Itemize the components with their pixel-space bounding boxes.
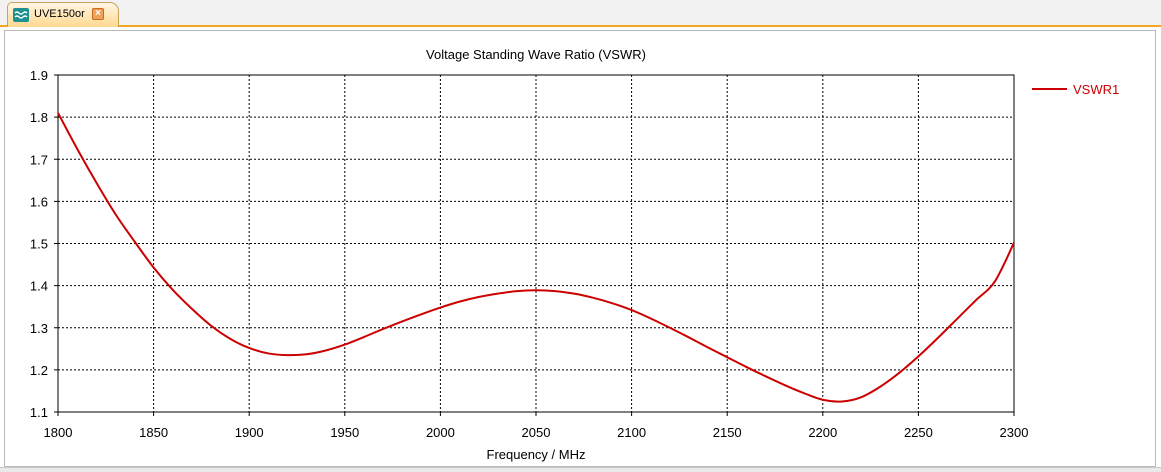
y-tick-label: 1.4 — [30, 279, 48, 294]
y-tick-label: 1.1 — [30, 405, 48, 420]
legend: VSWR1 — [1032, 82, 1119, 97]
x-tick-label: 2050 — [522, 425, 551, 440]
x-tick-label: 1900 — [235, 425, 264, 440]
grid-lines — [58, 75, 1014, 412]
chart-panel — [4, 30, 1156, 467]
x-tick-label: 1950 — [330, 425, 359, 440]
x-axis-label: Frequency / MHz — [487, 447, 586, 462]
x-axis: 1800 1850 1900 1950 2000 2050 2100 2150 2200 2250… — [44, 412, 1029, 440]
y-axis: 1.1 1.2 1.3 1.4 1.5 1.6 1.7 1.8 1.9 — [30, 68, 58, 420]
y-tick-label: 1.8 — [30, 110, 48, 125]
x-tick-label: 2250 — [904, 425, 933, 440]
series-line-vswr1 — [57, 112, 1015, 403]
x-tick-label: 2100 — [617, 425, 646, 440]
y-tick-label: 1.5 — [30, 237, 48, 252]
x-tick-label: 2300 — [1000, 425, 1029, 440]
y-tick-label: 1.9 — [30, 68, 48, 83]
y-tick-label: 1.2 — [30, 363, 48, 378]
x-tick-label: 1850 — [139, 425, 168, 440]
x-tick-label: 2150 — [713, 425, 742, 440]
y-tick-label: 1.7 — [30, 152, 48, 167]
x-tick-label: 1800 — [44, 425, 73, 440]
y-tick-label: 1.3 — [30, 321, 48, 336]
document-tab-bar: UVE150or × — [0, 0, 1161, 27]
x-tick-label: 2000 — [426, 425, 455, 440]
chart-title: Voltage Standing Wave Ratio (VSWR) — [426, 47, 646, 62]
legend-label-vswr1: VSWR1 — [1073, 82, 1119, 97]
series-layer — [57, 112, 1015, 403]
close-icon[interactable]: × — [92, 8, 104, 20]
tab-label: UVE150or — [34, 8, 85, 20]
y-tick-label: 1.6 — [30, 194, 48, 209]
bottom-tab-strip — [0, 467, 1161, 472]
wave-icon — [13, 8, 29, 22]
tab-uve150or[interactable]: UVE150or × — [7, 2, 119, 27]
x-tick-label: 2200 — [808, 425, 837, 440]
